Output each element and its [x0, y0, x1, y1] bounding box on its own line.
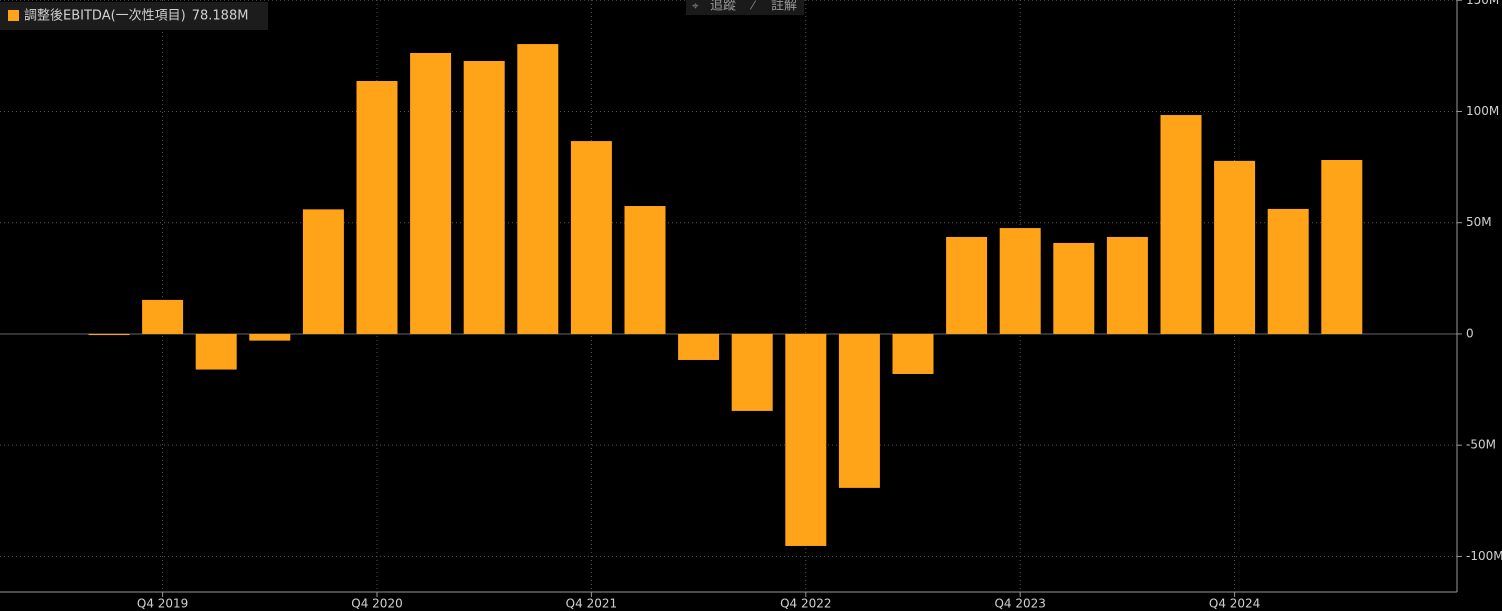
bar [356, 81, 398, 334]
toolbar-button[interactable]: 註解 [771, 0, 797, 14]
bar [946, 236, 988, 334]
bar [1106, 236, 1148, 334]
legend-value: 78.188M [192, 9, 249, 24]
bar [517, 44, 559, 334]
bar [1053, 242, 1095, 334]
x-tick-label: Q4 2019 [137, 597, 188, 611]
bar [142, 299, 184, 334]
bar [302, 209, 344, 334]
legend-label: 調整後EBITDA(一次性項目) [24, 8, 186, 24]
toolbar [686, 0, 804, 15]
bar [731, 333, 773, 411]
toolbar-icon: ⌖ [692, 0, 699, 13]
bar [1321, 160, 1363, 334]
x-tick-label: Q4 2023 [994, 597, 1045, 611]
bar [88, 333, 130, 336]
legend-box [0, 2, 268, 30]
y-tick-label: 50M [1466, 215, 1492, 229]
toolbar-button[interactable]: 追蹤 [710, 0, 736, 14]
bar [624, 206, 666, 334]
toolbar-icon: ⁄ [749, 0, 757, 13]
y-tick-label: 150M [1466, 0, 1499, 7]
x-tick-label: Q4 2020 [351, 597, 402, 611]
bar [785, 333, 827, 546]
bar [463, 60, 505, 334]
y-tick-label: -50M [1466, 438, 1496, 452]
bar [195, 333, 237, 370]
bar [999, 228, 1041, 334]
bar [1267, 208, 1309, 334]
y-tick-label: -100M [1466, 549, 1502, 563]
x-tick-label: Q4 2021 [566, 597, 617, 611]
bar [1214, 160, 1256, 334]
bar [570, 141, 612, 334]
bar [892, 333, 934, 374]
bar [678, 333, 720, 360]
bar [1160, 115, 1202, 334]
y-tick-label: 100M [1466, 104, 1499, 118]
legend-swatch [8, 10, 19, 21]
x-tick-label: Q4 2022 [780, 597, 831, 611]
bar [249, 333, 291, 341]
y-tick-label: 0 [1466, 326, 1474, 340]
bar [410, 52, 452, 334]
bar [838, 333, 880, 488]
x-tick-label: Q4 2024 [1209, 597, 1260, 611]
